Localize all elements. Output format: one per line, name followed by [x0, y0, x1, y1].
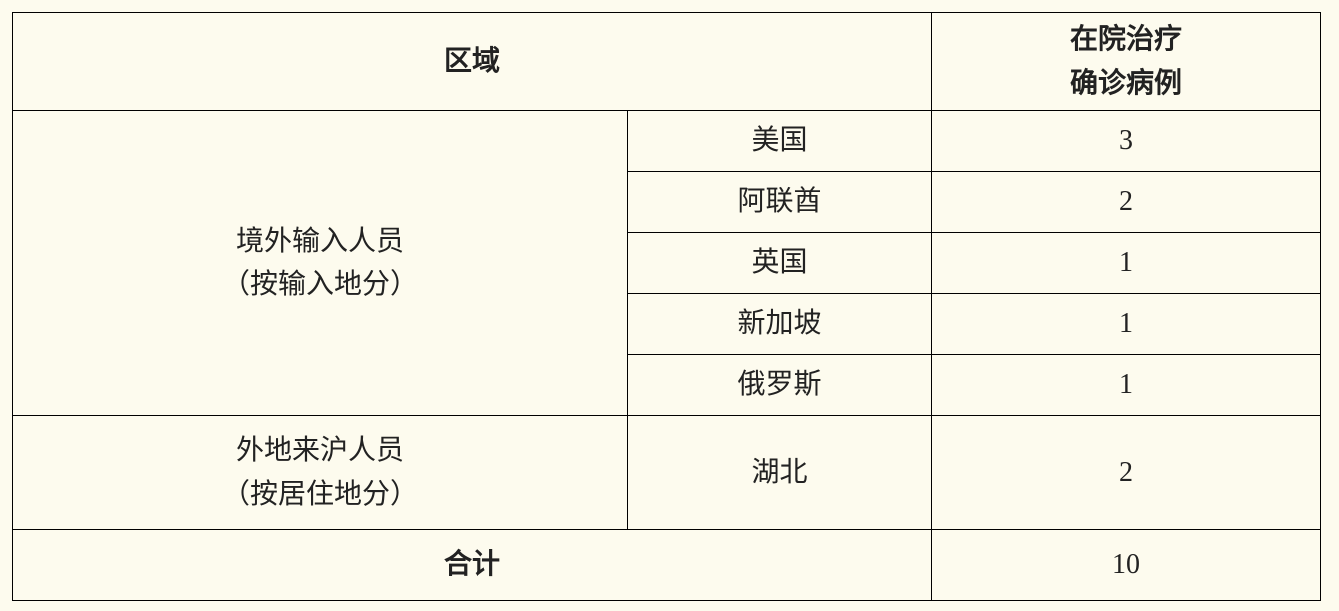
group-cell: 外地来沪人员 （按居住地分） — [12, 415, 628, 530]
count: 2 — [931, 415, 1322, 530]
group-line: 境外输入人员 — [235, 225, 404, 257]
count: 1 — [931, 293, 1322, 355]
total-row: 合计 10 — [11, 529, 1322, 601]
place: 美国 — [626, 110, 933, 172]
group-line: （按居住地分） — [221, 478, 418, 510]
row: 外地来沪人员 （按居住地分） 湖北 2 — [12, 415, 1322, 530]
place: 阿联酋 — [626, 171, 933, 233]
row: 英国 1 — [13, 232, 1322, 294]
place: 新加坡 — [626, 293, 933, 355]
header-cell: 在院治疗 确诊病例 — [931, 12, 1322, 111]
count: 1 — [931, 354, 1322, 416]
header-line: 在院治疗 — [1070, 24, 1183, 56]
row: 阿联酋 2 — [13, 171, 1322, 233]
group-line: （按输入地分） — [221, 269, 418, 300]
header-row: 区域 在院治疗 确诊病例 — [11, 12, 1322, 111]
header-line: 确诊病例 — [1070, 67, 1183, 99]
count: 1 — [931, 232, 1322, 294]
header-cell: 区域 — [11, 12, 933, 111]
total-label: 合计 — [11, 529, 933, 601]
cases-table: 区域 在院治疗 确诊病例 境外输入人员 （按输入地分） 美国 3 阿联酋 2 英… — [11, 12, 1322, 601]
count: 3 — [931, 110, 1322, 172]
row: 境外输入人员 （按输入地分） 美国 3 — [12, 110, 1322, 416]
place: 俄罗斯 — [626, 354, 933, 416]
row: 新加坡 1 — [13, 293, 1322, 355]
group-cell: 境外输入人员 （按输入地分） — [12, 110, 628, 416]
place: 英国 — [626, 232, 933, 294]
total-count: 10 — [931, 529, 1322, 601]
group-line: 外地来沪人员 — [235, 435, 404, 467]
place: 湖北 — [626, 415, 933, 530]
count: 2 — [931, 171, 1322, 233]
